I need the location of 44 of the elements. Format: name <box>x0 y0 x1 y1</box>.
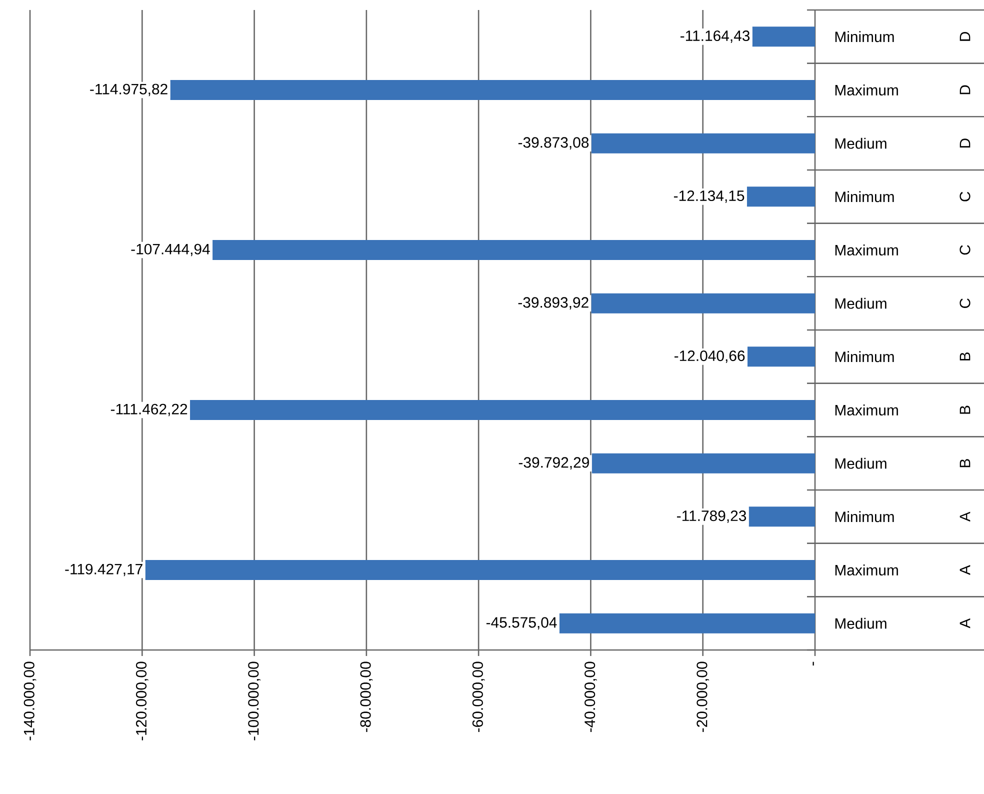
data-label: -39.792,29 <box>518 457 589 470</box>
text: D <box>960 32 970 41</box>
text: C <box>960 245 970 255</box>
x-tick-label: -60.000,00 <box>472 662 485 732</box>
data-label: -39.893,92 <box>518 297 588 310</box>
y-tick-label: Maximum <box>835 564 898 576</box>
text: A <box>960 565 970 575</box>
text: B <box>960 352 970 360</box>
data-label: -107.444,94 <box>131 244 210 256</box>
y-tick-label: Medium <box>835 458 886 469</box>
y-tick-label: Maximum <box>835 404 898 416</box>
data-label: -111.462,22 <box>110 404 188 416</box>
text: B <box>960 459 970 468</box>
data-label: -12.040,66 <box>674 350 745 363</box>
y-tick-label: Minimum <box>835 191 894 202</box>
y-tick-label: Maximum <box>835 244 898 256</box>
y-tick-label: Maximum <box>835 84 898 96</box>
text: C <box>960 298 970 308</box>
text: B <box>960 406 970 414</box>
x-tick-label: -80.000,00 <box>360 662 373 732</box>
x-tick-label: -20.000,00 <box>696 662 710 732</box>
x-tick-label: - <box>812 662 814 666</box>
y-tick-label: Minimum <box>835 31 894 42</box>
y-tick-label: Medium <box>835 138 886 149</box>
text: C <box>960 192 970 202</box>
text: D <box>960 138 970 148</box>
data-label: -45.575,04 <box>486 617 557 630</box>
text: A <box>960 618 970 628</box>
data-label: -11.164,43 <box>680 30 750 43</box>
y-tick-label: Medium <box>835 618 886 629</box>
text: D <box>960 85 970 94</box>
data-label: -12.134,15 <box>674 190 744 203</box>
y-tick-label: Minimum <box>835 511 894 522</box>
x-tick-label: -120.000,00 <box>136 662 148 740</box>
data-label: -119.427,17 <box>65 564 142 576</box>
data-label: -11.789,23 <box>677 510 746 523</box>
x-tick-label: -140.000,00 <box>24 662 36 740</box>
x-tick-label: -40.000,00 <box>584 662 597 732</box>
x-tick-label: -100.000,00 <box>248 662 260 740</box>
y-tick-label: Minimum <box>835 351 894 362</box>
data-label: -114.975,82 <box>90 84 168 96</box>
data-label: -39.873,08 <box>518 137 589 150</box>
y-tick-label: Medium <box>835 298 886 309</box>
text: A <box>960 512 970 522</box>
